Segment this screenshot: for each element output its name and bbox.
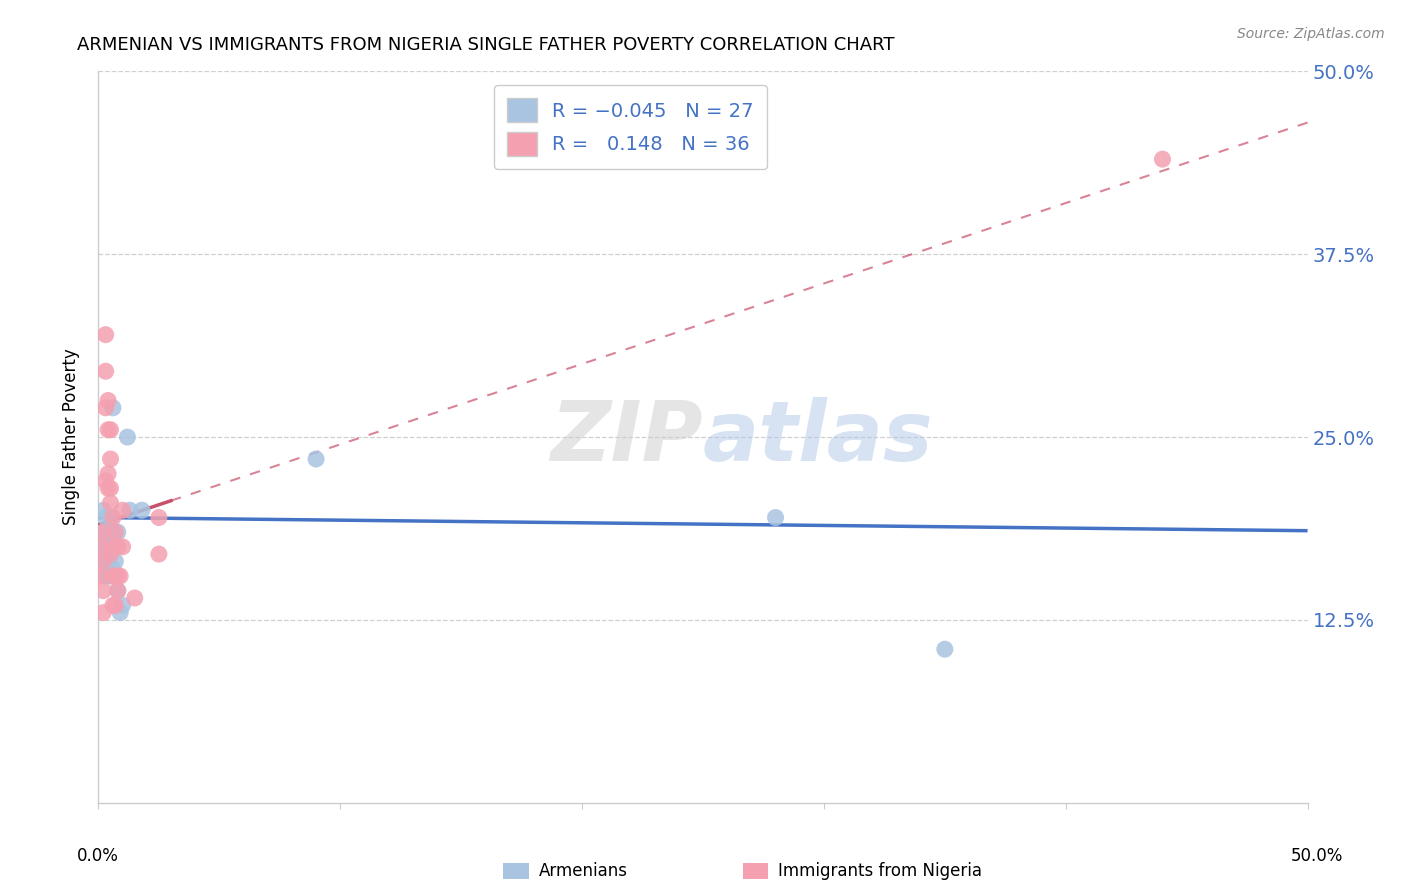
Point xyxy=(1152,152,1174,166)
Text: Armenians: Armenians xyxy=(538,862,627,880)
Text: ARMENIAN VS IMMIGRANTS FROM NIGERIA SINGLE FATHER POVERTY CORRELATION CHART: ARMENIAN VS IMMIGRANTS FROM NIGERIA SING… xyxy=(77,36,894,54)
Point xyxy=(108,569,131,583)
Point xyxy=(104,525,127,540)
Text: Immigrants from Nigeria: Immigrants from Nigeria xyxy=(779,862,983,880)
Point xyxy=(111,503,134,517)
Point xyxy=(100,540,122,554)
Text: ZIP: ZIP xyxy=(550,397,703,477)
Text: 0.0%: 0.0% xyxy=(77,847,120,865)
Point xyxy=(97,525,120,540)
Point xyxy=(107,525,129,540)
Point xyxy=(101,569,124,583)
Point xyxy=(94,540,117,554)
Point xyxy=(94,364,117,378)
Point xyxy=(104,599,127,613)
Y-axis label: Single Father Poverty: Single Father Poverty xyxy=(62,349,80,525)
Point xyxy=(104,554,127,568)
Point xyxy=(765,510,787,524)
Point xyxy=(111,599,134,613)
Point xyxy=(100,547,122,561)
Text: atlas: atlas xyxy=(703,397,934,477)
Point xyxy=(100,481,122,495)
Point xyxy=(100,510,122,524)
Point xyxy=(94,327,117,342)
Point xyxy=(97,423,120,437)
Point xyxy=(91,583,114,598)
Point xyxy=(101,540,124,554)
Point xyxy=(100,452,122,467)
Point xyxy=(305,452,328,467)
Point xyxy=(97,554,120,568)
Point xyxy=(101,525,124,540)
Point xyxy=(97,467,120,481)
Point xyxy=(934,642,956,657)
Point xyxy=(131,503,153,517)
Point xyxy=(90,540,112,554)
Point xyxy=(97,481,120,495)
Point xyxy=(104,525,127,540)
Point xyxy=(107,583,129,598)
Point xyxy=(91,554,114,568)
Point xyxy=(100,569,122,583)
Text: Source: ZipAtlas.com: Source: ZipAtlas.com xyxy=(1237,27,1385,41)
Point xyxy=(100,496,122,510)
Point xyxy=(90,540,112,554)
Point xyxy=(118,503,141,517)
Point xyxy=(107,569,129,583)
Point xyxy=(94,401,117,415)
Point xyxy=(117,430,139,444)
Point xyxy=(91,525,114,540)
Point xyxy=(94,569,117,583)
Point xyxy=(91,606,114,620)
Point xyxy=(101,599,124,613)
Legend: R = −0.045   N = 27, R =   0.148   N = 36: R = −0.045 N = 27, R = 0.148 N = 36 xyxy=(494,85,768,169)
Point xyxy=(94,510,117,524)
Bar xyxy=(744,863,769,879)
Point xyxy=(111,540,134,554)
Point xyxy=(108,606,131,620)
Point xyxy=(91,503,114,517)
Point xyxy=(148,547,170,561)
Text: 50.0%: 50.0% xyxy=(1291,847,1343,865)
Point xyxy=(101,401,124,415)
Point xyxy=(100,423,122,437)
Point xyxy=(91,554,114,568)
Point xyxy=(107,583,129,598)
Point xyxy=(124,591,146,605)
Point xyxy=(101,562,124,576)
Point xyxy=(94,474,117,488)
Point xyxy=(148,510,170,524)
Point xyxy=(91,525,114,540)
Point xyxy=(107,540,129,554)
Bar xyxy=(503,863,529,879)
Point xyxy=(90,569,112,583)
Point xyxy=(97,393,120,408)
Point xyxy=(104,569,127,583)
Point xyxy=(101,510,124,524)
